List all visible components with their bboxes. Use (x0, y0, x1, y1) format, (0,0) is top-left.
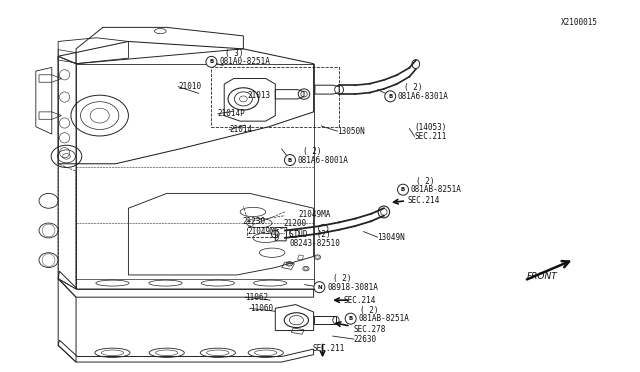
Text: 21230: 21230 (242, 217, 265, 226)
Text: ( 3): ( 3) (225, 49, 244, 58)
Text: SEC.214: SEC.214 (344, 296, 376, 305)
Text: 21014P: 21014P (218, 109, 246, 118)
Bar (246, 227, 276, 237)
Text: 081AB-8251A: 081AB-8251A (411, 185, 461, 194)
Text: 21014: 21014 (229, 125, 252, 134)
Text: 081AB-8251A: 081AB-8251A (358, 314, 409, 323)
Text: ( 2): ( 2) (360, 306, 378, 315)
Text: SEC.211: SEC.211 (312, 344, 345, 353)
Text: 081A6-8001A: 081A6-8001A (298, 155, 349, 164)
Text: 22630: 22630 (354, 334, 377, 344)
Text: 08243-82510: 08243-82510 (289, 238, 340, 248)
Circle shape (397, 184, 408, 195)
Text: B: B (349, 316, 353, 321)
Circle shape (345, 313, 356, 324)
Text: X2100015: X2100015 (561, 18, 598, 27)
Text: 21010: 21010 (178, 82, 202, 91)
Text: 21013: 21013 (248, 91, 271, 100)
Text: 13049N: 13049N (378, 232, 405, 242)
Text: 11060: 11060 (250, 304, 273, 313)
Text: 11062: 11062 (245, 293, 268, 302)
Text: 081A6-8301A: 081A6-8301A (398, 92, 449, 101)
Text: SEC.278: SEC.278 (354, 325, 386, 334)
Text: B: B (388, 94, 392, 99)
Circle shape (206, 57, 217, 67)
Text: N: N (317, 285, 322, 290)
Text: 08918-3081A: 08918-3081A (327, 283, 378, 292)
Text: 13050N: 13050N (337, 126, 365, 136)
Text: ( 2): ( 2) (333, 274, 352, 283)
Text: ( 2): ( 2) (416, 177, 435, 186)
Text: B: B (288, 158, 292, 163)
Bar (211, 67, 339, 127)
Text: 081A0-8251A: 081A0-8251A (219, 57, 270, 66)
Text: SEC.211: SEC.211 (415, 132, 447, 141)
Circle shape (314, 282, 325, 293)
Text: B: B (401, 187, 405, 192)
Text: ( 2): ( 2) (303, 147, 321, 156)
Text: STUD  (2): STUD (2) (289, 230, 331, 240)
Text: 21200: 21200 (283, 219, 306, 228)
Text: B: B (209, 60, 214, 64)
Text: 21049M: 21049M (247, 227, 275, 236)
Circle shape (385, 91, 396, 102)
Circle shape (285, 155, 296, 166)
Text: (14053): (14053) (415, 123, 447, 132)
Text: FRONT: FRONT (527, 272, 557, 281)
Text: SEC.214: SEC.214 (408, 196, 440, 205)
Text: 21049MA: 21049MA (299, 211, 332, 219)
Text: ( 2): ( 2) (404, 83, 423, 92)
